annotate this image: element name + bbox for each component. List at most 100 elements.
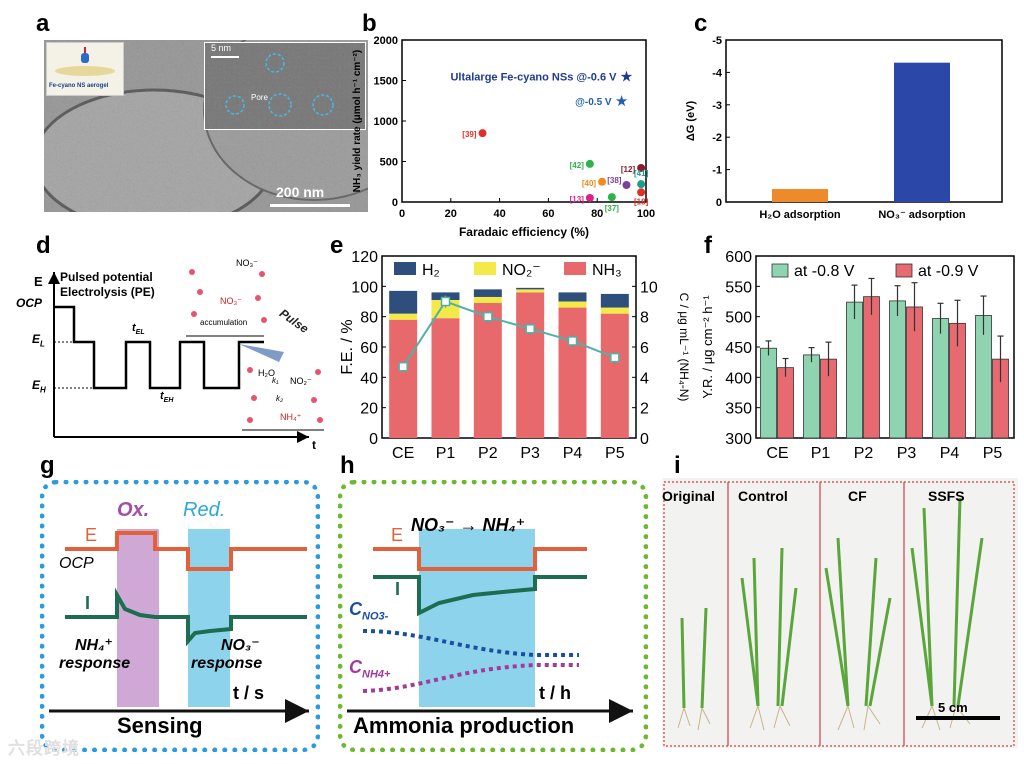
- e-line-point: [525, 324, 535, 334]
- e-ytick-right-label: 8: [640, 310, 649, 327]
- e-ytick-right-label: 6: [640, 340, 649, 357]
- seedling-title-original: Original: [662, 488, 715, 504]
- g-red-label: Red.: [183, 499, 226, 521]
- e-category-label: CE: [392, 445, 414, 462]
- h-e-label: E: [391, 525, 404, 545]
- c-ytick-label: 0: [716, 197, 722, 209]
- b-point-label: [18]: [634, 197, 649, 206]
- b-point-label: [37]: [605, 204, 620, 213]
- g-ox-label: Ox.: [117, 499, 150, 521]
- b-star-marker: ★: [615, 93, 628, 110]
- seedling-title-control: Control: [738, 488, 788, 504]
- b-xtick-label: 60: [542, 208, 554, 220]
- h-i-label: I: [395, 579, 401, 599]
- tel-sub: EL: [135, 329, 145, 337]
- axis-e-label: E: [34, 274, 43, 289]
- e-ytick-right-label: 2: [640, 401, 649, 418]
- e-category-label: P5: [605, 445, 625, 462]
- f-legend-swatch: [771, 263, 789, 278]
- teh-main: t: [160, 390, 164, 402]
- hrtem-scale-label: 5 nm: [211, 43, 232, 53]
- axis-el-label: EL: [32, 332, 45, 348]
- f-ytick-label: 600: [725, 249, 752, 266]
- e-bar-segment: [473, 296, 502, 304]
- c-bar: [772, 189, 828, 202]
- b-ytick-label: 1500: [374, 76, 398, 88]
- tel-main: t: [132, 322, 136, 334]
- b-xlabel: Faradaic efficiency (%): [459, 225, 589, 239]
- f-ytick-label: 500: [725, 310, 752, 327]
- seedling-drawing: [663, 481, 1015, 747]
- tem-image: Fe-cyano NS aerogel 5 nm Pore 200 nm: [44, 40, 368, 212]
- f-category-label: CE: [766, 445, 788, 462]
- b-highlight-label: Ultalarge Fe-cyano NSs @-0.6 V: [450, 71, 617, 83]
- f-bar: [777, 367, 794, 439]
- panel-label-f: f: [704, 232, 712, 259]
- e-legend-label: NH₃: [592, 262, 622, 279]
- e-line-point: [440, 296, 451, 307]
- b-xtick-label: 20: [445, 208, 457, 220]
- e-line-point: [610, 352, 620, 363]
- b-data-point: [478, 129, 487, 138]
- e-bar-segment: [389, 290, 418, 314]
- cnh4-main: C: [349, 657, 362, 677]
- e-bar-segment: [558, 301, 587, 308]
- b-point-label: [39]: [462, 130, 477, 139]
- seedling-title-ssfs: SSFS: [928, 488, 965, 504]
- e-ytick-left-label: 40: [360, 370, 378, 387]
- g-axis-label: t / s: [233, 683, 265, 703]
- k1-label: k₁: [272, 376, 279, 385]
- e-bar-segment: [558, 292, 587, 302]
- scale-bar: [270, 204, 350, 207]
- teh-sub: EH: [163, 397, 174, 405]
- e-bar-segment: [473, 303, 502, 438]
- panel-label-d: d: [36, 232, 51, 259]
- f-bar: [803, 354, 820, 439]
- f-category-label: P1: [811, 445, 831, 462]
- cno3-sub: NO3-: [362, 610, 389, 623]
- panel-label-b: b: [362, 10, 377, 37]
- b-ytick-label: 1000: [374, 116, 398, 128]
- seedling-title-cf: CF: [848, 488, 867, 504]
- e-legend-label: NO₂⁻: [502, 262, 541, 279]
- chart-e: 0 20 40 60 80 100 120 0 2 4 6 8 10 F.E. / % C / μg mL⁻…: [339, 249, 691, 462]
- e-plot-frame: [381, 255, 637, 439]
- e-category-label: P2: [478, 445, 498, 462]
- h-reaction-label: NO₃⁻ → NH₄⁺: [411, 515, 526, 535]
- f-bar: [889, 300, 906, 439]
- e-category-label: P4: [563, 445, 583, 462]
- e-bar-segment: [389, 313, 418, 320]
- b-ytick-label: 500: [380, 157, 398, 169]
- g-ocp-label: OCP: [59, 555, 94, 572]
- e-bar-segment: [600, 293, 629, 308]
- seedling-scale-label: 5 cm: [938, 700, 968, 715]
- e-bar-segment: [516, 289, 545, 293]
- f-ytick-label: 300: [725, 431, 752, 448]
- no3-mid-label: NO₃⁻: [220, 296, 242, 306]
- b-point-label: [12]: [621, 165, 636, 174]
- e-category-label: P1: [436, 445, 456, 462]
- axis-ocp-label: OCP: [16, 296, 43, 310]
- e-ytick-left-label: 0: [369, 431, 378, 448]
- sensing-traces: [49, 529, 309, 723]
- e-ylabel-left: F.E. / %: [339, 319, 356, 374]
- c-ytick-label: -3: [712, 100, 722, 112]
- g-footer: Sensing: [117, 713, 203, 738]
- pore-label: Pore: [251, 93, 268, 102]
- c-category-label: NO₃⁻ adsorption: [878, 209, 966, 221]
- h-cno3-label: CNO3-: [349, 599, 388, 623]
- g-e-label: E: [85, 525, 98, 545]
- e-category-label: P3: [520, 445, 540, 462]
- b-star-marker: ★: [620, 68, 633, 85]
- b-ytick-label: 2000: [374, 35, 398, 47]
- hrtem-inset: 5 nm Pore: [204, 42, 366, 130]
- e-line-series: [402, 300, 616, 368]
- production-schematic: E I NO₃⁻ → NH₄⁺ CNO3- CNH4+ t / h Ammoni…: [338, 480, 648, 752]
- b-ytick-label: 0: [392, 197, 398, 209]
- f-category-label: P5: [983, 445, 1003, 462]
- h-cnh4-label: CNH4+: [349, 657, 390, 681]
- c-ytick-label: -1: [712, 165, 722, 177]
- seedling-photo: Original Control CF SSFS 5 cm: [662, 478, 1018, 748]
- panel-label-e: e: [330, 232, 344, 259]
- h-axis-label: t / h: [539, 683, 571, 703]
